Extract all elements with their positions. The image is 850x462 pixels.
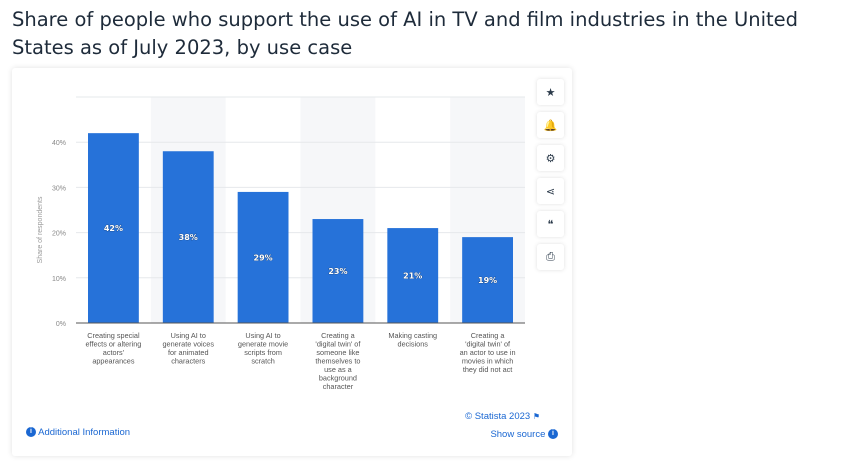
x-tick-label: 'digital twin' of — [465, 340, 511, 349]
copyright-text: © Statista 2023 — [465, 411, 531, 422]
bar[interactable] — [237, 191, 289, 323]
x-tick-label: themselves to — [315, 357, 360, 366]
x-tick-label: actors' — [103, 348, 125, 357]
x-tick-label: scratch — [251, 357, 275, 366]
bell-icon: 🔔 — [543, 118, 558, 132]
chart-card: 0% 10% 20% 30% 40% Share of respondents 42% Cre… — [12, 68, 572, 456]
data-label: 38% — [179, 233, 198, 242]
x-tick-label: 'digital twin' of — [315, 340, 361, 349]
x-tick-label: use as a — [324, 365, 353, 374]
x-tick-label: for animated — [168, 348, 209, 357]
bell-button[interactable]: 🔔 — [537, 112, 564, 138]
bar-chart: 0% 10% 20% 30% 40% Share of respondents 42% Cre… — [37, 96, 525, 391]
data-label: 19% — [478, 276, 497, 285]
additional-information-link[interactable]: i Additional Information — [26, 427, 130, 438]
bar[interactable] — [312, 219, 364, 323]
bar[interactable] — [387, 228, 439, 323]
x-tick-label: movies in which — [462, 357, 514, 366]
y-tick-label: 0% — [56, 321, 66, 328]
star-icon: ★ — [545, 85, 556, 99]
x-tick-label: decisions — [398, 340, 429, 349]
x-tick-label: they did not act — [463, 365, 513, 374]
x-tick-label: Using AI to — [245, 331, 280, 340]
page-title: Share of people who support the use of A… — [12, 8, 799, 59]
data-label: 23% — [328, 267, 347, 276]
gear-button[interactable]: ⚙ — [537, 145, 564, 171]
x-tick-label: characters — [171, 357, 205, 366]
x-tick-label: appearances — [92, 357, 135, 366]
data-label: 29% — [254, 253, 273, 262]
y-tick-label: 10% — [52, 276, 66, 283]
x-tick-label: Creating a — [321, 331, 356, 340]
bar[interactable] — [462, 237, 513, 323]
data-label: 42% — [104, 224, 123, 233]
x-tick-label: background — [319, 374, 357, 383]
additional-information-label: Additional Information — [38, 427, 131, 438]
quote-icon: ❝ — [547, 217, 554, 231]
bar[interactable] — [162, 151, 214, 323]
x-tick-label: an actor to use in — [460, 348, 516, 357]
quote-button[interactable]: ❝ — [537, 211, 564, 237]
y-tick-label: 20% — [52, 231, 66, 238]
show-source-link[interactable]: Show source i — [490, 429, 558, 440]
x-tick-label: generate movie — [238, 340, 288, 349]
x-tick-label: Making casting — [388, 331, 437, 340]
gear-icon: ⚙ — [545, 151, 556, 165]
data-label: 21% — [403, 272, 422, 281]
y-tick-label: 40% — [52, 140, 66, 147]
x-tick-label: someone like — [316, 348, 359, 357]
show-source-label: Show source — [490, 429, 546, 440]
x-tick-label: character — [323, 382, 354, 391]
x-tick-label: effects or altering — [85, 340, 141, 349]
share-icon: ⋖ — [545, 184, 556, 198]
share-button[interactable]: ⋖ — [537, 178, 564, 204]
print-icon: ⎙ — [546, 250, 555, 263]
x-tick-label: Creating a — [471, 331, 506, 340]
flag-icon: ⚑ — [532, 412, 540, 421]
x-tick-label: generate voices — [162, 340, 214, 349]
info-icon: i — [26, 427, 36, 438]
x-tick-label: scripts from — [244, 348, 282, 357]
y-tick-label: 30% — [52, 185, 66, 192]
copyright[interactable]: © Statista 2023 ⚑ — [465, 411, 540, 422]
x-tick-label: Using AI to — [171, 331, 206, 340]
y-axis-label: Share of respondents — [37, 196, 44, 263]
info-icon: i — [548, 429, 558, 440]
bar[interactable] — [88, 133, 139, 323]
x-tick-label: Creating special — [87, 331, 140, 340]
star-button[interactable]: ★ — [537, 79, 564, 105]
print-button[interactable]: ⎙ — [537, 244, 564, 270]
